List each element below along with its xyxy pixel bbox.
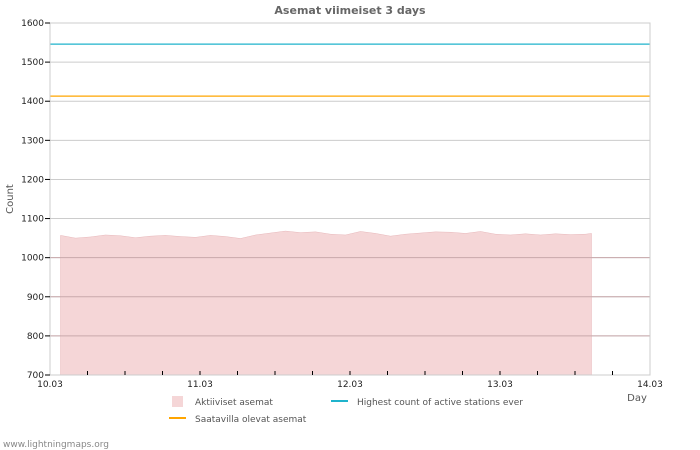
y-tick-label: 1500 — [21, 58, 44, 68]
watermark: www.lightningmaps.org — [3, 440, 109, 450]
y-tick-label: 1200 — [21, 175, 44, 185]
y-tick-label: 800 — [27, 332, 44, 342]
x-tick-label: 11.03 — [187, 380, 213, 390]
y-tick-label: 700 — [27, 371, 44, 381]
y-tick-label: 1000 — [21, 254, 44, 264]
x-axis-label: Day — [627, 393, 647, 404]
y-tick-label: 1400 — [21, 97, 44, 107]
y-tick-label: 1300 — [21, 136, 44, 146]
y-axis-label: Count — [5, 184, 16, 214]
legend-label-available: Saatavilla olevat asemat — [195, 415, 307, 425]
legend-swatch-active — [172, 396, 183, 407]
legend-label-highest: Highest count of active stations ever — [357, 398, 523, 408]
legend-label-active: Aktiiviset asemat — [195, 398, 273, 408]
chart-title: Asemat viimeiset 3 days — [274, 4, 426, 17]
x-tick-label: 13.03 — [487, 380, 513, 390]
x-tick-label: 10.03 — [37, 380, 63, 390]
x-tick-label: 12.03 — [337, 380, 363, 390]
y-tick-label: 1100 — [21, 215, 44, 225]
active-stations-area — [60, 230, 592, 376]
y-tick-label: 900 — [27, 293, 44, 303]
x-tick-label: 14.03 — [637, 380, 663, 390]
y-tick-label: 1600 — [21, 19, 44, 29]
